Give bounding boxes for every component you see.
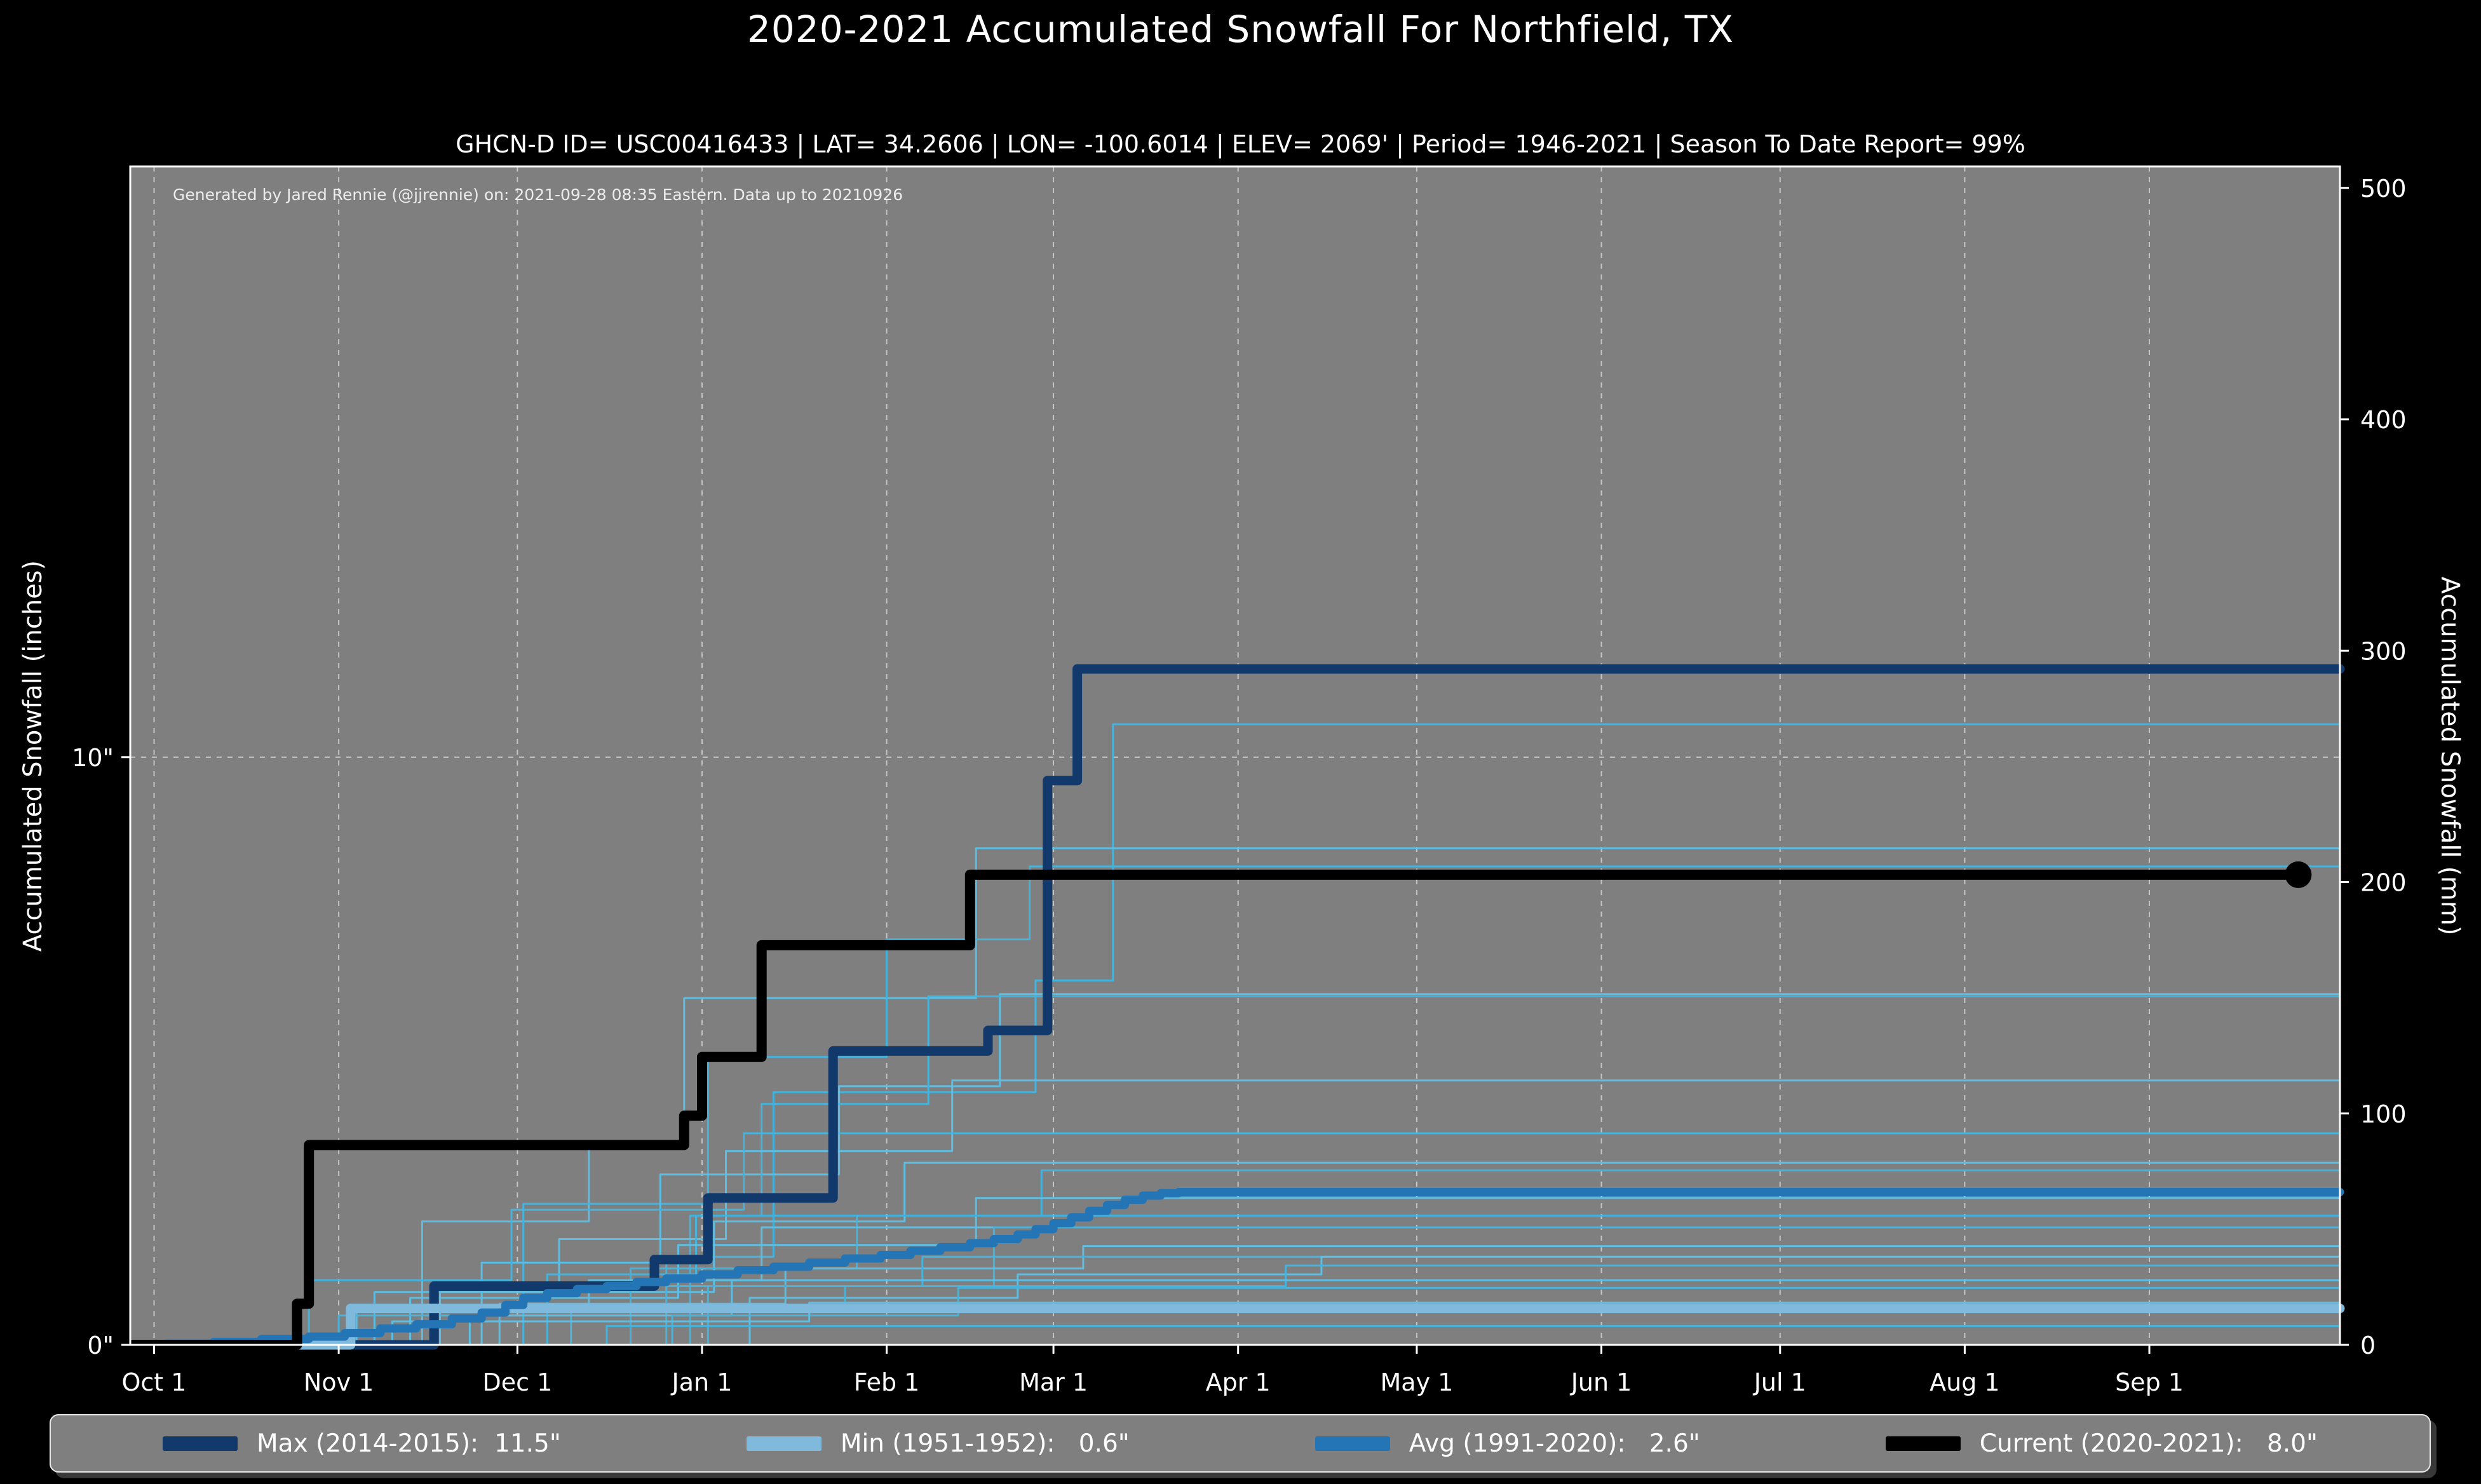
plot-border bbox=[129, 165, 2341, 1346]
x-tick-label: Jan 1 bbox=[671, 1368, 733, 1396]
legend-item-max: Max (2014-2015): 11.5" bbox=[163, 1429, 561, 1458]
legend-label-current: Current (2020-2021): 8.0" bbox=[1979, 1429, 2318, 1458]
series-end-marker bbox=[2285, 861, 2312, 888]
legend-swatch-current bbox=[1885, 1436, 1961, 1451]
plot-area bbox=[130, 166, 2340, 1345]
legend-item-current: Current (2020-2021): 8.0" bbox=[1885, 1429, 2318, 1458]
x-tick-label: Mar 1 bbox=[1019, 1368, 1088, 1396]
legend-label-max: Max (2014-2015): 11.5" bbox=[257, 1429, 561, 1458]
y-axis-label-inches: Accumulated Snowfall (inches) bbox=[18, 560, 48, 952]
series-line-current bbox=[125, 869, 2304, 1350]
legend-swatch-max bbox=[163, 1436, 238, 1451]
chart-subtitle: GHCN-D ID= USC00416433 | LAT= 34.2606 | … bbox=[456, 130, 2025, 158]
x-tick-label: May 1 bbox=[1381, 1368, 1454, 1396]
legend-label-min: Min (1951-1952): 0.6" bbox=[840, 1429, 1130, 1458]
generation-note: Generated by Jared Rennie (@jjrennie) on… bbox=[173, 186, 903, 204]
x-tick-label: Apr 1 bbox=[1206, 1368, 1271, 1396]
legend: Max (2014-2015): 11.5" Min (1951-1952): 0… bbox=[50, 1414, 2431, 1473]
y-right-tick-label: 200 bbox=[2360, 869, 2407, 897]
y-right-tick-label: 400 bbox=[2360, 406, 2407, 434]
y-left-tick-label: 10" bbox=[72, 744, 114, 772]
y-axis-label-mm: Accumulated Snowfall (mm) bbox=[2435, 576, 2464, 936]
historical-year-line bbox=[130, 723, 2340, 1346]
x-tick-label: Aug 1 bbox=[1930, 1368, 1999, 1396]
y-left-tick-label: 0" bbox=[87, 1332, 114, 1359]
legend-swatch-min bbox=[746, 1436, 821, 1451]
x-tick-label: Nov 1 bbox=[304, 1368, 374, 1396]
legend-item-avg: Avg (1991-2020): 2.6" bbox=[1315, 1429, 1700, 1458]
y-right-tick-label: 500 bbox=[2360, 175, 2407, 203]
y-right-tick-label: 0 bbox=[2360, 1332, 2376, 1359]
x-tick-label: Sep 1 bbox=[2115, 1368, 2184, 1396]
series-line-max bbox=[125, 664, 2345, 1350]
y-right-tick-label: 100 bbox=[2360, 1100, 2407, 1128]
series-line-avg bbox=[126, 1188, 2344, 1349]
legend-item-min: Min (1951-1952): 0.6" bbox=[746, 1429, 1130, 1458]
legend-swatch-avg bbox=[1315, 1436, 1390, 1451]
x-tick-label: Feb 1 bbox=[854, 1368, 920, 1396]
chart-title: 2020-2021 Accumulated Snowfall For North… bbox=[747, 8, 1734, 51]
x-tick-label: Oct 1 bbox=[122, 1368, 187, 1396]
x-tick-label: Jun 1 bbox=[1570, 1368, 1632, 1396]
y-right-tick-label: 300 bbox=[2360, 637, 2407, 665]
x-tick-label: Dec 1 bbox=[482, 1368, 552, 1396]
legend-label-avg: Avg (1991-2020): 2.6" bbox=[1409, 1429, 1700, 1458]
x-tick-label: Jul 1 bbox=[1753, 1368, 1806, 1396]
